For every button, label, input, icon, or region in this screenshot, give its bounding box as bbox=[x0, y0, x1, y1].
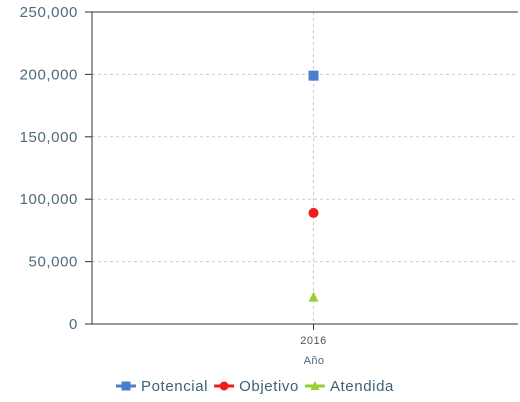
x-tick-label: 2016 bbox=[300, 335, 326, 347]
data-marks bbox=[308, 70, 319, 302]
legend: Potencial Objetivo Atendida bbox=[116, 378, 394, 395]
legend-marker-potencial bbox=[121, 381, 131, 391]
point-potencial bbox=[308, 70, 319, 81]
axes bbox=[91, 11, 518, 325]
y-tick-label: 250,000 bbox=[20, 4, 78, 21]
y-tick-label: 100,000 bbox=[20, 191, 78, 208]
grid-lines bbox=[92, 12, 518, 324]
legend-label-objetivo: Objetivo bbox=[239, 378, 299, 395]
legend-label-potencial: Potencial bbox=[141, 378, 208, 395]
x-axis-label: Año bbox=[304, 355, 325, 367]
x-tick-labels: 2016 bbox=[300, 324, 326, 347]
legend-label-atendida: Atendida bbox=[330, 378, 394, 395]
point-objetivo bbox=[308, 207, 319, 218]
legend-marker-objetivo bbox=[219, 381, 229, 391]
y-tick-label: 0 bbox=[69, 316, 78, 333]
y-tick-label: 150,000 bbox=[20, 129, 78, 146]
y-tick-labels: 0 50,000 100,000 150,000 200,000 250,000 bbox=[20, 4, 92, 333]
y-tick-label: 200,000 bbox=[20, 66, 78, 83]
y-tick-label: 50,000 bbox=[29, 254, 78, 271]
legend-marker-atendida bbox=[310, 380, 320, 391]
point-atendida bbox=[308, 291, 319, 302]
